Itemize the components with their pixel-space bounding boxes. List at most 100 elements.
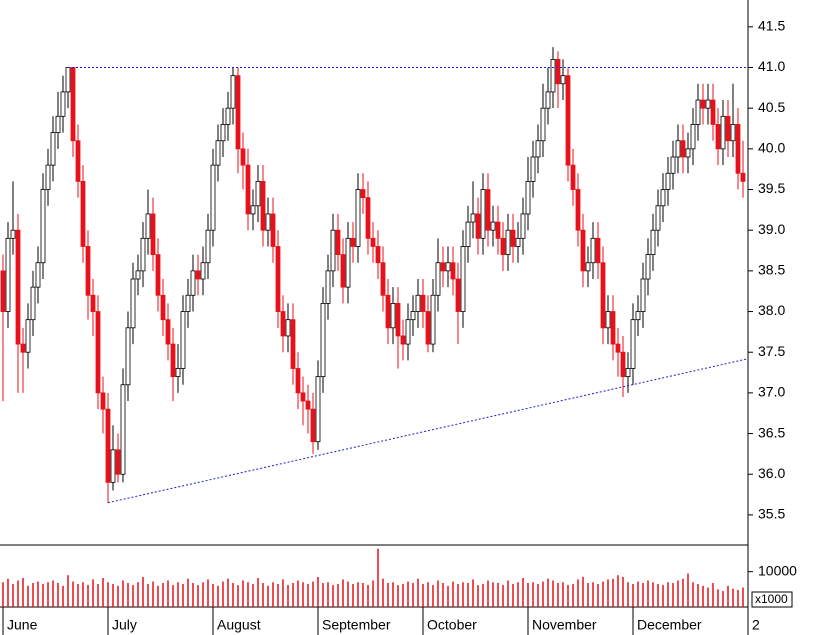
y-tick-label: 40.5 (758, 99, 785, 115)
volume-bar (302, 582, 304, 607)
volume-bar (277, 584, 279, 607)
candle-body-up (225, 107, 231, 125)
volume-bar (427, 582, 429, 607)
volume-bar (177, 582, 179, 607)
candle-body-up (705, 99, 711, 109)
candle-body-down (90, 294, 96, 312)
candle-body-up (635, 311, 641, 321)
volume-bar (472, 579, 474, 607)
volume-bar (187, 578, 189, 607)
y-tick-label: 35.5 (758, 506, 785, 522)
candle-body-down (495, 221, 501, 239)
volume-bar (112, 584, 114, 607)
candle-body-up (30, 286, 36, 321)
volume-bar (402, 584, 404, 607)
volume-bar (497, 582, 499, 607)
candle-body-up (590, 237, 596, 264)
volume-bar (487, 580, 489, 607)
volume-bar (452, 581, 454, 607)
volume-bar (317, 576, 319, 607)
volume-bar (92, 579, 94, 607)
candle-body-down (150, 213, 156, 256)
candle-body-up (210, 164, 216, 231)
candle-body-up (200, 262, 206, 280)
candle-body-down (75, 140, 81, 182)
candle-body-up (515, 237, 521, 247)
candle-body-up (405, 319, 411, 345)
volume-bar (212, 584, 214, 607)
candle-body-down (680, 140, 686, 158)
candle-body-down (310, 408, 316, 443)
volume-bar (257, 578, 259, 607)
candle-body-up (625, 368, 631, 378)
volume-bar (77, 584, 79, 607)
volume-bar (622, 576, 624, 607)
volume-bar (217, 585, 219, 607)
candle-body-up (330, 229, 336, 272)
candle-body-down (100, 392, 106, 410)
volume-bar (192, 582, 194, 607)
candle-body-up (135, 270, 141, 280)
volume-bar (152, 581, 154, 607)
volume-bar (507, 580, 509, 607)
candle-body-up (190, 270, 196, 296)
candle-body-down (615, 343, 621, 353)
candle-body-up (415, 294, 421, 312)
volume-bar (372, 580, 374, 607)
volume-bar (167, 580, 169, 607)
candle-body-down (85, 246, 91, 296)
candle-body-down (450, 262, 456, 280)
volume-bar (502, 585, 504, 607)
candle-body-up (535, 140, 541, 158)
candle-body-up (40, 189, 46, 264)
volume-bar (242, 580, 244, 607)
candle-body-up (345, 237, 351, 288)
candle-body-down (105, 408, 111, 483)
candle-body-up (285, 319, 291, 337)
x-tick-label: August (217, 617, 261, 633)
volume-bar (657, 584, 659, 607)
volume-bar (227, 578, 229, 607)
candle-body-down (610, 311, 616, 345)
candle-body-down (385, 294, 391, 329)
volume-bar (592, 582, 594, 607)
y-tick-label: 37.0 (758, 384, 785, 400)
candle-body-up (315, 376, 321, 443)
volume-bar (287, 585, 289, 607)
y-tick-label: 37.5 (758, 343, 785, 359)
volume-bar (467, 582, 469, 607)
candle-body-up (530, 156, 536, 182)
candle-body-up (640, 278, 646, 312)
candle-body-up (50, 132, 56, 166)
volume-bar (22, 578, 24, 607)
volume-bar (117, 585, 119, 607)
volume-bar (602, 581, 604, 607)
volume-bar (412, 582, 414, 607)
y-tick-label: 40.0 (758, 140, 785, 156)
volume-bar (237, 585, 239, 607)
volume-bar (737, 590, 739, 607)
volume-bar (122, 580, 124, 607)
volume-bar (387, 582, 389, 607)
y-tick-label: 36.0 (758, 465, 785, 481)
volume-bar (357, 582, 359, 607)
volume-bar (87, 585, 89, 607)
candle-body-up (265, 213, 271, 231)
volume-bar (612, 578, 614, 607)
candle-body-up (255, 180, 261, 207)
volume-bar (642, 582, 644, 607)
candle-body-down (500, 237, 506, 256)
volume-bar (632, 584, 634, 607)
volume-tick-label: 10000 (758, 562, 797, 578)
volume-bar (397, 585, 399, 607)
candle-body-down (305, 400, 311, 410)
candle-body-down (70, 67, 76, 142)
volume-bar (582, 576, 584, 607)
candle-body-up (25, 319, 31, 353)
candle-body-up (220, 124, 226, 142)
candle-body-up (215, 140, 221, 166)
volume-bar (97, 584, 99, 607)
volume-bar (32, 582, 34, 607)
